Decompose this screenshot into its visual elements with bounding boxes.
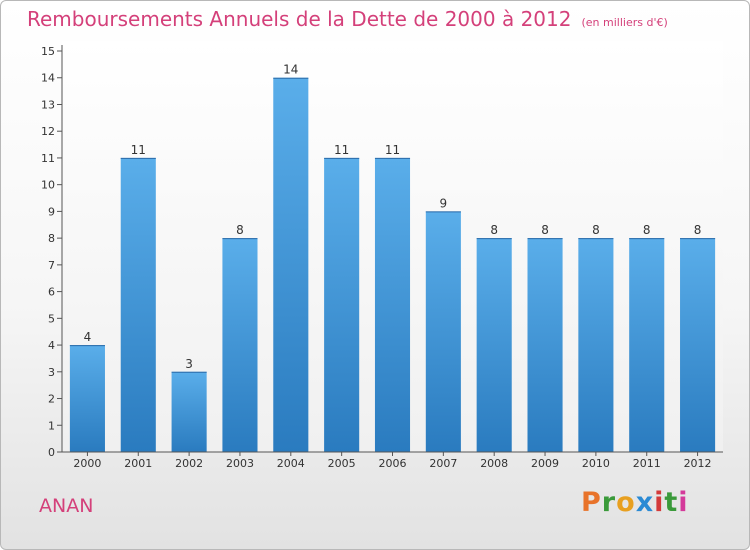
brand-letter: t: [664, 487, 679, 518]
brand-letter: i: [678, 487, 689, 518]
y-tick-label: 5: [48, 312, 55, 325]
chart-subtitle: (en milliers d'€): [581, 16, 668, 29]
bar-value-label: 3: [185, 357, 193, 371]
x-tick-label: 2010: [582, 457, 610, 470]
y-tick-label: 0: [48, 446, 55, 459]
bar: [222, 238, 258, 452]
x-tick-label: 2011: [633, 457, 661, 470]
bar-value-label: 11: [334, 143, 349, 157]
bar: [527, 238, 563, 452]
x-tick-label: 2005: [328, 457, 356, 470]
x-tick-label: 2012: [684, 457, 712, 470]
y-tick-label: 13: [41, 98, 55, 111]
chart-title: Remboursements Annuels de la Dette de 20…: [27, 7, 668, 31]
bar: [578, 238, 614, 452]
x-axis: 2000 2001 2002 2003 2004 2005 2006 2007 2008 2009…: [62, 451, 723, 470]
bar-value-label: 14: [283, 63, 298, 77]
chart-title-text: Remboursements Annuels de la Dette de 20…: [27, 7, 572, 31]
y-tick-label: 15: [41, 45, 55, 58]
brand-letter: o: [616, 487, 636, 518]
bar: [171, 371, 207, 452]
y-tick-label: 11: [41, 152, 55, 165]
brand-logo: Proxiti: [581, 487, 689, 518]
bar: [120, 157, 156, 452]
y-tick-label: 12: [41, 125, 55, 138]
y-tick-label: 14: [41, 72, 55, 85]
bar: [680, 238, 716, 452]
bar: [425, 211, 461, 452]
brand-letter: i: [654, 487, 665, 518]
y-tick-label: 8: [48, 232, 55, 245]
x-tick-label: 2000: [73, 457, 101, 470]
bar-value-label: 4: [84, 330, 92, 344]
y-tick-label: 10: [41, 179, 55, 192]
bar-value-label: 8: [592, 223, 600, 237]
x-tick-label: 2003: [226, 457, 254, 470]
bar: [374, 157, 411, 452]
x-tick-label: 2008: [480, 457, 508, 470]
bar-value-label: 8: [490, 223, 498, 237]
y-tick-label: 2: [48, 393, 55, 406]
x-tick-label: 2006: [379, 457, 407, 470]
commune-name: ANAN: [39, 495, 94, 517]
bar: [69, 345, 105, 452]
y-tick-label: 7: [48, 259, 55, 272]
x-tick-label: 2004: [277, 457, 305, 470]
bar: [476, 238, 512, 452]
bar-value-label: 11: [385, 143, 400, 157]
x-tick-label: 2007: [429, 457, 457, 470]
y-tick-label: 9: [48, 205, 55, 218]
y-tick-label: 3: [48, 366, 55, 379]
bar-value-label: 9: [440, 196, 448, 210]
bars: 4 11 3 8 14 11 11 9 8 8 8 8 8: [69, 63, 716, 452]
x-tick-label: 2002: [175, 457, 203, 470]
bar-value-label: 8: [236, 223, 244, 237]
bar-value-label: 8: [541, 223, 549, 237]
brand-letter: x: [635, 487, 655, 518]
y-tick-label: 1: [48, 419, 55, 432]
bar: [324, 157, 360, 452]
x-tick-label: 2009: [531, 457, 559, 470]
bar-value-label: 11: [131, 143, 146, 157]
bar-value-label: 8: [643, 223, 651, 237]
brand-letter: r: [601, 487, 617, 518]
bar-value-label: 8: [694, 223, 702, 237]
bar: [629, 238, 665, 452]
y-tick-label: 4: [48, 339, 55, 352]
brand-letter: P: [581, 487, 602, 518]
x-tick-label: 2001: [124, 457, 152, 470]
y-tick-label: 6: [48, 286, 55, 299]
bar: [273, 77, 309, 452]
